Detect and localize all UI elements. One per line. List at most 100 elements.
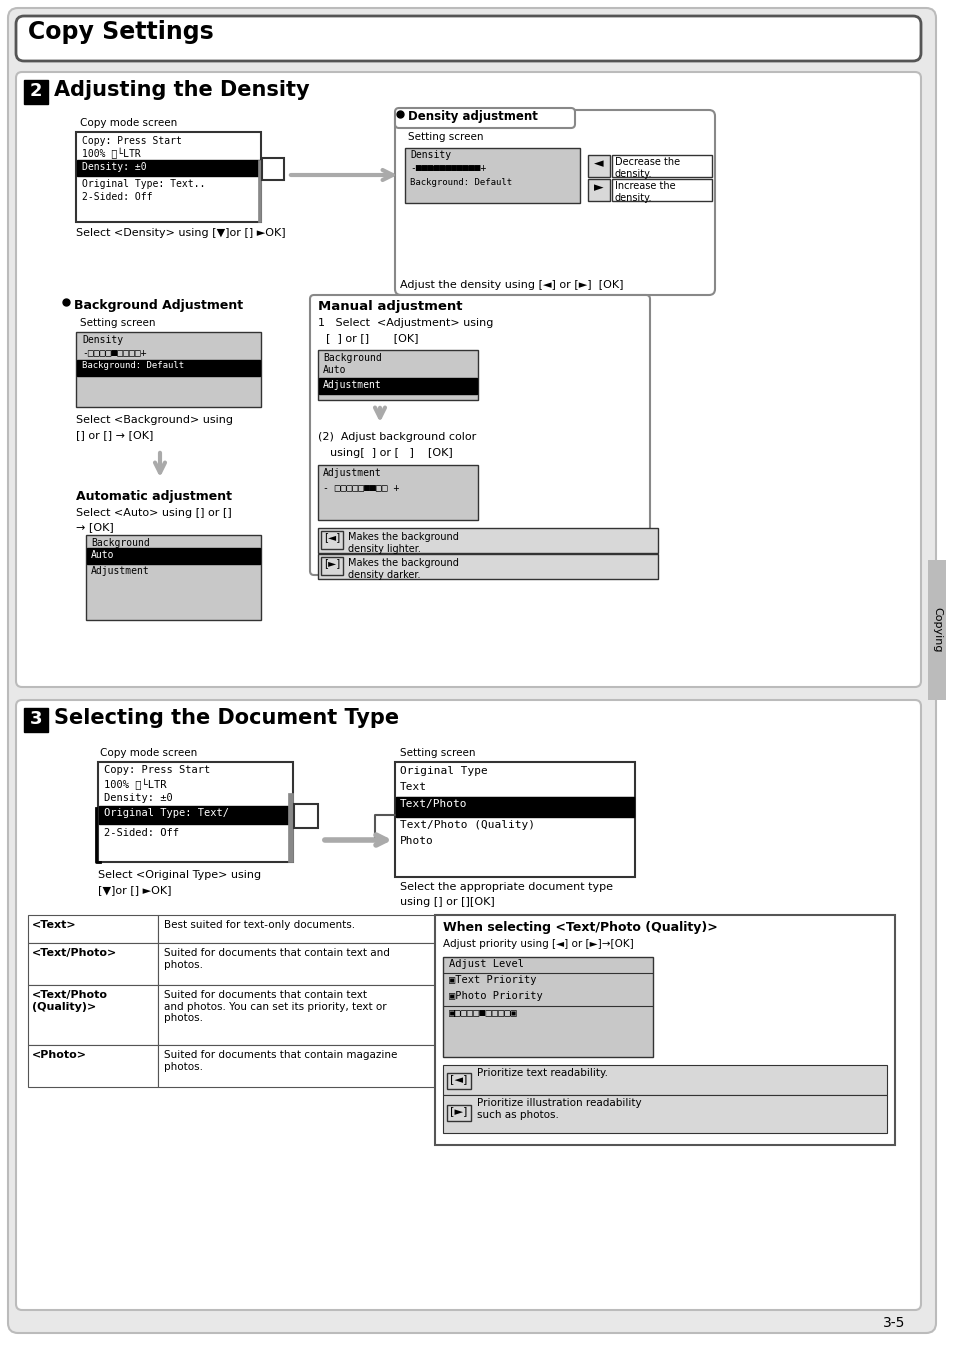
Bar — [262, 158, 284, 180]
Bar — [158, 944, 517, 986]
Bar — [76, 332, 261, 406]
Bar — [927, 560, 945, 701]
Text: Copy: Press Start: Copy: Press Start — [104, 765, 210, 775]
Bar — [442, 957, 652, 1057]
Text: Prioritize illustration readability
such as photos.: Prioritize illustration readability such… — [476, 1098, 641, 1119]
Bar — [158, 915, 517, 944]
Text: [] or [] → [OK]: [] or [] → [OK] — [76, 431, 153, 440]
Text: Density: ±0: Density: ±0 — [104, 792, 172, 803]
Bar — [612, 180, 711, 201]
Text: [►]: [►] — [450, 1106, 467, 1116]
Bar — [612, 155, 711, 177]
Text: Adjust Level: Adjust Level — [449, 958, 523, 969]
Text: using [] or [][OK]: using [] or [][OK] — [399, 896, 495, 907]
Text: → [OK]: → [OK] — [76, 522, 113, 532]
Text: Copy mode screen: Copy mode screen — [100, 748, 197, 757]
Text: Adjustment: Adjustment — [323, 379, 381, 390]
FancyBboxPatch shape — [16, 701, 920, 1310]
Bar — [28, 986, 158, 1045]
Text: 3-5: 3-5 — [882, 1316, 904, 1330]
Bar — [257, 161, 261, 221]
Bar — [76, 132, 261, 221]
Text: Adjust priority using [◄] or [►]→[OK]: Adjust priority using [◄] or [►]→[OK] — [442, 940, 633, 949]
Text: <Text>: <Text> — [32, 919, 76, 930]
Bar — [77, 360, 260, 377]
Text: Setting screen: Setting screen — [408, 132, 483, 142]
Text: [▼]or [] ►OK]: [▼]or [] ►OK] — [98, 886, 172, 895]
Text: using[  ] or [   ]    [OK]: using[ ] or [ ] [OK] — [330, 448, 453, 458]
Bar — [587, 180, 609, 201]
Bar — [447, 1106, 471, 1120]
Text: Original Type: Text/: Original Type: Text/ — [104, 809, 229, 818]
Text: Suited for documents that contain text and
photos.: Suited for documents that contain text a… — [164, 948, 390, 969]
Text: Increase the
density.: Increase the density. — [615, 181, 675, 202]
Text: [◄]: [◄] — [323, 532, 340, 541]
Bar — [317, 350, 477, 400]
Text: Density adjustment: Density adjustment — [408, 109, 537, 123]
Text: Text/Photo (Quality): Text/Photo (Quality) — [399, 819, 535, 830]
Text: Original Type: Text..: Original Type: Text.. — [82, 180, 205, 189]
Text: - □□□□□■■□□ +: - □□□□□■■□□ + — [323, 482, 399, 491]
Bar — [442, 1095, 886, 1133]
Text: ▣□□□□■□□□□▣: ▣□□□□■□□□□▣ — [449, 1008, 517, 1018]
Bar — [447, 1073, 471, 1089]
Bar — [24, 80, 48, 104]
Text: Select the appropriate document type: Select the appropriate document type — [399, 882, 613, 892]
Text: 100% ①└LTR: 100% ①└LTR — [82, 148, 141, 159]
Text: <Photo>: <Photo> — [32, 1050, 87, 1060]
Text: Select <Background> using: Select <Background> using — [76, 414, 233, 425]
Text: <Text/Photo
(Quality)>: <Text/Photo (Quality)> — [32, 990, 108, 1011]
Text: 1: 1 — [267, 159, 279, 177]
Text: Adjustment: Adjustment — [323, 468, 381, 478]
FancyBboxPatch shape — [395, 108, 575, 128]
Text: 2-Sided: Off: 2-Sided: Off — [104, 828, 179, 838]
Text: [►]: [►] — [323, 558, 340, 568]
Text: Prioritize text readability.: Prioritize text readability. — [476, 1068, 607, 1079]
Bar — [435, 915, 894, 1145]
Text: Adjusting the Density: Adjusting the Density — [54, 80, 310, 100]
Text: Suited for documents that contain text
and photos. You can set its priority, tex: Suited for documents that contain text a… — [164, 990, 386, 1023]
Text: Setting screen: Setting screen — [399, 748, 475, 757]
Text: Setting screen: Setting screen — [80, 319, 155, 328]
Text: Select <Original Type> using: Select <Original Type> using — [98, 869, 261, 880]
Text: Auto: Auto — [91, 549, 114, 560]
Text: <Text/Photo>: <Text/Photo> — [32, 948, 117, 958]
FancyBboxPatch shape — [310, 296, 649, 575]
Text: -□□□□■□□□□+: -□□□□■□□□□+ — [82, 347, 147, 356]
Text: Adjust the density using [◄] or [►]  [OK]: Adjust the density using [◄] or [►] [OK] — [399, 279, 623, 290]
Bar — [28, 915, 158, 944]
Text: Density: Density — [410, 150, 451, 161]
Text: 2: 2 — [30, 82, 42, 100]
Bar — [158, 1045, 517, 1087]
Text: ▣Photo Priority: ▣Photo Priority — [449, 991, 542, 1000]
Bar — [405, 148, 579, 202]
Bar — [158, 986, 517, 1045]
Text: Copy Settings: Copy Settings — [28, 20, 213, 45]
Bar — [317, 554, 658, 579]
Text: -■■■■■■■■■■■+: -■■■■■■■■■■■+ — [410, 163, 486, 173]
Text: [◄]: [◄] — [450, 1075, 467, 1084]
Text: Auto: Auto — [323, 364, 346, 375]
Text: When selecting <Text/Photo (Quality)>: When selecting <Text/Photo (Quality)> — [442, 921, 717, 934]
Text: Density: Density — [82, 335, 123, 346]
Bar — [395, 796, 634, 817]
Text: [  ] or []       [OK]: [ ] or [] [OK] — [326, 333, 418, 343]
Bar — [99, 806, 292, 824]
Bar — [24, 707, 48, 732]
Bar — [395, 761, 635, 878]
Text: Adjustment: Adjustment — [91, 566, 150, 576]
Text: Selecting the Document Type: Selecting the Document Type — [54, 707, 398, 728]
Bar — [87, 548, 260, 564]
Text: Makes the background
density lighter.: Makes the background density lighter. — [348, 532, 458, 553]
Bar — [587, 155, 609, 177]
Text: 100% ①└LTR: 100% ①└LTR — [104, 779, 167, 790]
Text: Background Adjustment: Background Adjustment — [74, 298, 243, 312]
FancyBboxPatch shape — [8, 8, 935, 1332]
Text: Makes the background
density darker.: Makes the background density darker. — [348, 558, 458, 579]
Bar — [317, 528, 658, 554]
Bar — [28, 944, 158, 986]
Bar — [317, 464, 477, 520]
FancyBboxPatch shape — [395, 109, 714, 296]
Bar — [442, 1065, 886, 1095]
Text: 1   Select  <Adjustment> using: 1 Select <Adjustment> using — [317, 319, 493, 328]
